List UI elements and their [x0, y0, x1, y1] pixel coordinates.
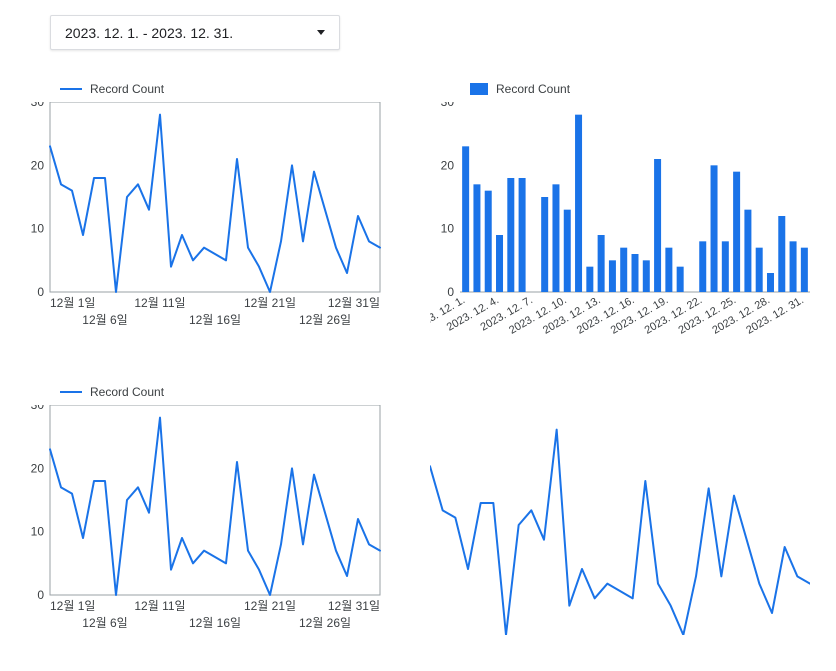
svg-text:10: 10: [31, 525, 45, 539]
svg-text:20: 20: [31, 461, 45, 475]
svg-text:12월 26일: 12월 26일: [299, 616, 351, 630]
svg-text:30: 30: [441, 102, 455, 109]
svg-text:12월 31일: 12월 31일: [328, 296, 380, 310]
svg-text:20: 20: [441, 158, 455, 172]
line-chart-svg-bl: 0 10 20 30 12월 1일 12월 11일 12월 21일 12월 31일 12월 6일…: [20, 405, 410, 655]
svg-text:0: 0: [37, 285, 44, 299]
svg-text:12월 11일: 12월 11일: [134, 599, 185, 613]
chevron-down-icon: [317, 30, 325, 35]
line-chart-tl: Record Count 0 10 20 30 12월 1일 12월 11일 12월 21일…: [20, 82, 410, 352]
svg-text:12월 26일: 12월 26일: [299, 313, 351, 327]
svg-text:12월 16일: 12월 16일: [189, 313, 241, 327]
svg-text:30: 30: [31, 405, 45, 412]
svg-text:30: 30: [31, 102, 45, 109]
svg-text:20: 20: [31, 158, 45, 172]
date-range-picker[interactable]: 2023. 12. 1. - 2023. 12. 31.: [50, 15, 340, 50]
svg-text:12월 21일: 12월 21일: [244, 296, 296, 310]
legend-tr: Record Count: [470, 82, 830, 96]
sparkline-svg-br: [430, 415, 810, 635]
bar-chart-svg-tr: 01020302023. 12. 1.2023. 12. 4.2023. 12.…: [430, 102, 830, 372]
legend-label-tr: Record Count: [496, 82, 570, 96]
legend-label-tl: Record Count: [90, 82, 164, 96]
line-chart-bl: Record Count 0 10 20 30 12월 1일 12월 11일 12월 21일…: [20, 385, 410, 655]
svg-text:12월 21일: 12월 21일: [244, 599, 296, 613]
bar-chart-tr: Record Count 01020302023. 12. 1.2023. 12…: [430, 82, 830, 372]
svg-text:12월 6일: 12월 6일: [82, 313, 127, 327]
svg-text:0: 0: [447, 285, 454, 299]
line-chart-svg-tl: 0 10 20 30 12월 1일 12월 11일 12월 21일 12월 31일 12월 6일…: [20, 102, 410, 352]
svg-text:10: 10: [441, 222, 455, 236]
svg-text:12월 6일: 12월 6일: [82, 616, 127, 630]
svg-text:12월 11일: 12월 11일: [134, 296, 185, 310]
svg-text:12월 1일: 12월 1일: [50, 296, 95, 310]
legend-tl: Record Count: [60, 82, 410, 96]
legend-bl: Record Count: [60, 385, 410, 399]
svg-text:10: 10: [31, 222, 45, 236]
legend-label-bl: Record Count: [90, 385, 164, 399]
date-range-label: 2023. 12. 1. - 2023. 12. 31.: [65, 25, 233, 41]
svg-text:0: 0: [37, 588, 44, 602]
svg-text:12월 1일: 12월 1일: [50, 599, 95, 613]
svg-text:12월 31일: 12월 31일: [328, 599, 380, 613]
svg-text:12월 16일: 12월 16일: [189, 616, 241, 630]
sparkline-br: [430, 415, 810, 635]
